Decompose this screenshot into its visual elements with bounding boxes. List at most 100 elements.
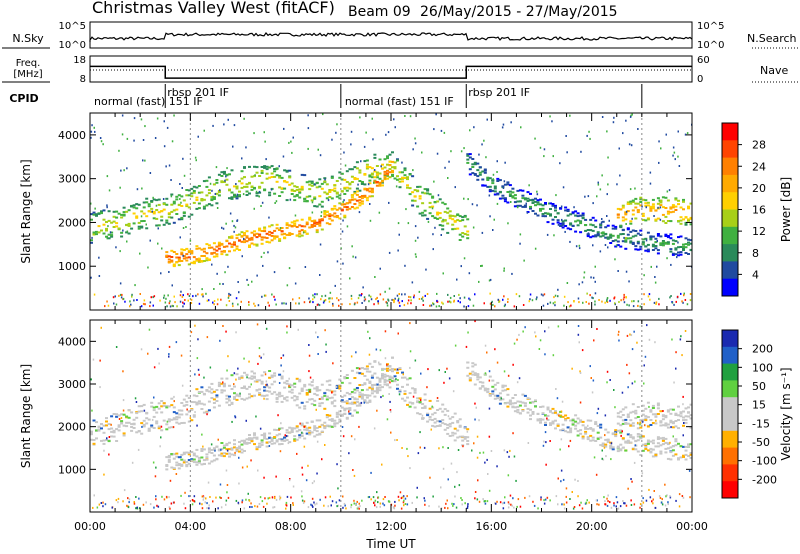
velocity-echo-cell [516, 408, 520, 411]
power-echo-cell [523, 198, 527, 201]
velocity-ground-cell [474, 497, 476, 500]
velocity-noise-cell [613, 389, 615, 391]
power-echo-cell [496, 193, 500, 196]
power-ground-cell [312, 294, 314, 297]
velocity-echo-cell [601, 444, 605, 447]
velocity-echo-cell [416, 412, 420, 415]
velocity-echo-cell [340, 399, 344, 402]
velocity-ground-cell [669, 496, 672, 499]
power-echo-cell [283, 169, 287, 172]
power-echo-cell [230, 235, 234, 238]
velocity-echo-cell [280, 438, 284, 441]
velocity-ground-cell [379, 505, 381, 508]
power-ground-cell [192, 295, 194, 298]
velocity-echo-cell [554, 427, 557, 430]
power-echo-cell [310, 180, 314, 183]
power-echo-cell [451, 214, 455, 217]
velocity-echo-cell [303, 437, 307, 440]
power-noise-cell [226, 167, 228, 170]
power-echo-cell [353, 178, 357, 181]
velocity-echo-cell [167, 456, 171, 459]
power-echo-cell [263, 236, 267, 239]
velocity-echo-cell [381, 373, 384, 376]
power-echo-cell [355, 190, 359, 193]
power-ground-cell [328, 297, 330, 300]
velocity-echo-cell [340, 414, 344, 417]
power-noise-cell [265, 158, 267, 161]
velocity-ground-cell [117, 497, 120, 500]
power-echo-cell [506, 191, 510, 193]
power-echo-cell [233, 249, 236, 252]
velocity-echo-cell [503, 402, 507, 405]
nsearch-tick: 10^5 [697, 21, 724, 32]
velocity-echo-cell [566, 431, 570, 434]
velocity-echo-cell [230, 374, 234, 377]
velocity-echo-cell [278, 438, 282, 441]
power-echo-cell [671, 206, 675, 209]
velocity-echo-cell [270, 438, 274, 441]
power-echo-cell [240, 231, 244, 234]
velocity-echo-cell [290, 391, 294, 394]
velocity-ground-cell [598, 503, 600, 506]
velocity-echo-cell [521, 393, 525, 396]
velocity-ground-cell [519, 505, 522, 508]
velocity-noise-cell [486, 351, 488, 354]
power-echo-cell [358, 189, 362, 192]
velocity-echo-cell [579, 429, 583, 432]
velocity-echo-cell [212, 454, 216, 457]
power-echo-cell [393, 167, 397, 170]
velocity-ground-cell [664, 504, 667, 507]
velocity-echo-cell [664, 437, 668, 440]
power-ground-cell [217, 298, 219, 301]
velocity-echo-cell [333, 422, 337, 425]
power-echo-cell [313, 222, 317, 225]
power-noise-cell [336, 123, 338, 126]
power-noise-cell [488, 194, 491, 197]
velocity-echo-cell [491, 390, 495, 393]
velocity-ground-cell [573, 506, 576, 508]
power-noise-cell [519, 242, 521, 245]
velocity-echo-cell [659, 421, 663, 424]
velocity-echo-cell [659, 410, 663, 413]
power-echo-cell [398, 171, 402, 174]
power-echo-cell [473, 161, 477, 164]
velocity-echo-cell [328, 397, 332, 400]
velocity-echo-cell [343, 376, 347, 378]
velocity-echo-cell [423, 393, 427, 396]
power-echo-cell [298, 235, 302, 238]
velocity-echo-cell [260, 394, 264, 397]
velocity-echo-cell [388, 386, 392, 389]
power-echo-cell [659, 201, 663, 204]
power-echo-cell [320, 218, 324, 221]
velocity-echo-cell [687, 445, 690, 448]
velocity-echo-cell [426, 420, 430, 423]
power-echo-cell [544, 202, 547, 204]
velocity-noise-cell [475, 406, 477, 409]
power-echo-cell [403, 174, 407, 177]
power-ground-cell [113, 302, 115, 305]
velocity-noise-cell [527, 442, 530, 444]
power-echo-cell [240, 186, 244, 189]
power-echo-cell [268, 166, 272, 169]
velocity-echo-cell [308, 398, 312, 401]
power-ground-cell [469, 298, 471, 301]
velocity-noise-cell [646, 324, 648, 327]
velocity-echo-cell [235, 373, 239, 376]
velocity-echo-cell [110, 415, 114, 418]
power-ground-cell [139, 293, 141, 295]
power-echo-cell [293, 195, 297, 198]
power-echo-cell [90, 218, 93, 221]
power-echo-cell [228, 236, 231, 239]
power-echo-cell [125, 210, 129, 213]
velocity-echo-cell [132, 418, 136, 421]
power-noise-cell [543, 148, 546, 151]
power-echo-cell [677, 199, 680, 202]
velocity-echo-cell [205, 389, 209, 392]
x-tick-label: 12:00 [375, 520, 407, 533]
velocity-noise-cell [447, 415, 450, 418]
power-echo-cell [167, 258, 171, 261]
velocity-echo-cell [448, 417, 452, 420]
velocity-echo-cell [325, 395, 329, 398]
velocity-echo-cell [200, 386, 204, 389]
power-noise-cell [369, 219, 372, 222]
